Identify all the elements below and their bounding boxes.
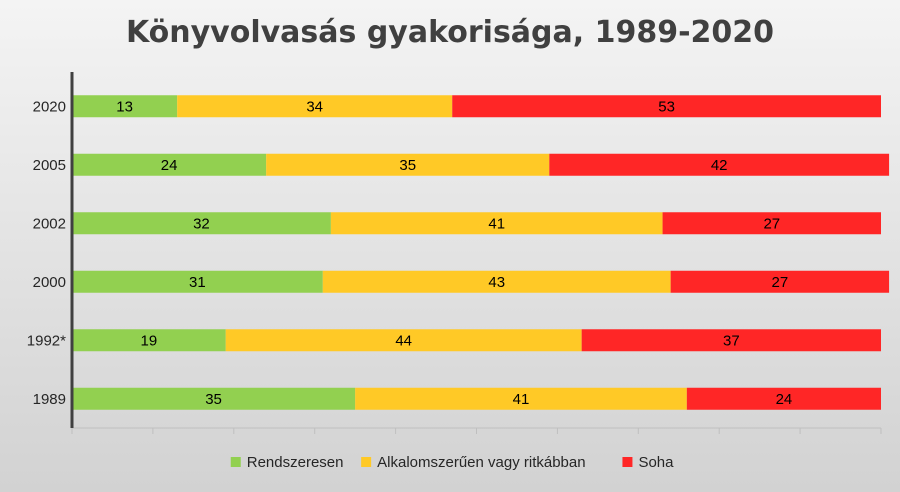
bar-segment: [177, 95, 453, 118]
data-label: 24: [161, 157, 178, 174]
legend: Rendszeresen Alkalomszerűen vagy ritkábba…: [230, 454, 674, 471]
bar-segment: [72, 329, 226, 352]
data-label: 43: [488, 274, 505, 291]
data-label: 41: [513, 391, 530, 408]
bar-segment: [72, 153, 267, 176]
legend-label: Soha: [638, 454, 674, 471]
bar-segment: [266, 153, 550, 176]
data-label: 34: [306, 98, 323, 115]
bar-segment: [355, 387, 687, 410]
data-label: 19: [141, 332, 158, 349]
data-label: 35: [399, 157, 416, 174]
data-label: 13: [116, 98, 133, 115]
bar-segment: [581, 329, 881, 352]
bar-segment: [686, 387, 881, 410]
data-label: 32: [193, 215, 210, 232]
y-tick-label: 2002: [33, 215, 66, 232]
bar-segment: [72, 270, 323, 293]
data-label: 24: [776, 391, 793, 408]
data-label: 37: [723, 332, 740, 349]
chart-title: Könyvolvasás gyakorisága, 1989-2020: [126, 15, 774, 50]
legend-swatch: [622, 457, 633, 467]
legend-swatch: [361, 457, 372, 467]
data-label: 35: [205, 391, 222, 408]
bar-segment: [549, 153, 890, 176]
bar-segment: [670, 270, 890, 293]
data-label: 31: [189, 274, 206, 291]
bar-segment: [662, 212, 881, 235]
y-tick-label: 1989: [33, 391, 66, 408]
y-tick-label: 2000: [33, 274, 66, 291]
legend-swatch: [230, 457, 241, 467]
data-label: 41: [488, 215, 505, 232]
data-label: 27: [763, 215, 780, 232]
bar-segment: [452, 95, 881, 118]
y-tick-label: 2020: [33, 98, 66, 115]
bar-segment: [72, 95, 178, 118]
data-label: 42: [711, 157, 728, 174]
legend-label: Alkalomszerűen vagy ritkábban: [377, 454, 585, 471]
y-tick-label: 1992*: [27, 332, 66, 349]
bar-segment: [322, 270, 671, 293]
data-label: 44: [395, 332, 412, 349]
bar-segment: [225, 329, 582, 352]
data-label: 27: [772, 274, 789, 291]
legend-label: Rendszeresen: [247, 454, 344, 471]
bar-segment: [330, 212, 663, 235]
data-label: 53: [658, 98, 675, 115]
y-tick-label: 2005: [33, 157, 66, 174]
bar-segment: [72, 212, 331, 235]
plot-area: 2020 13 34 53 2005 24 35 42 2002 32 41 27 2000 31 43 27…: [27, 72, 890, 434]
bar-segment: [72, 387, 356, 410]
